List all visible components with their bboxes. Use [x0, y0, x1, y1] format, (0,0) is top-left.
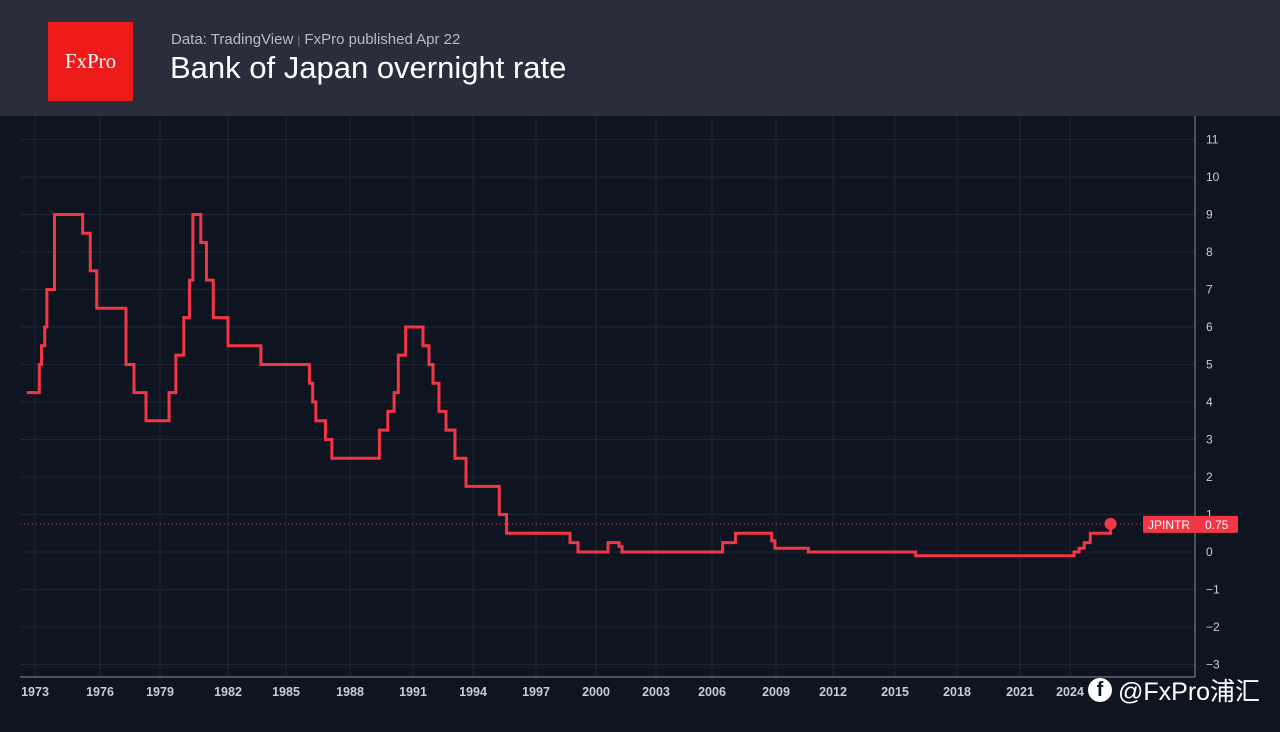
x-tick-label: 1994 [459, 685, 487, 699]
x-tick-label: 2024 [1056, 685, 1084, 699]
y-tick-label: 10 [1206, 170, 1220, 184]
x-tick-label: 2006 [698, 685, 726, 699]
fxpro-logo: FxPro [48, 22, 133, 101]
y-tick-label: 4 [1206, 395, 1213, 409]
chart-title: Bank of Japan overnight rate [170, 50, 567, 85]
separator: | [297, 33, 301, 47]
x-tick-label: 1982 [214, 685, 242, 699]
facebook-icon: f [1088, 678, 1112, 702]
rate-line [26, 213, 1113, 558]
x-tick-label: 2012 [819, 685, 847, 699]
x-tick-label: 1997 [522, 685, 550, 699]
y-tick-label: 5 [1206, 358, 1213, 372]
x-tick-label: 2003 [642, 685, 670, 699]
data-source: Data: TradingView [171, 31, 294, 48]
publisher: FxPro published Apr 22 [304, 31, 461, 48]
y-tick-label: 1 [1206, 508, 1213, 522]
y-tick-label: 9 [1206, 208, 1213, 222]
y-tick-label: 6 [1206, 320, 1213, 334]
last-point-marker [1104, 517, 1117, 530]
x-tick-label: 2021 [1006, 685, 1034, 699]
y-tick-label: 0 [1206, 545, 1213, 559]
subtitle: Data: TradingView | FxPro published Apr 22 [171, 31, 460, 48]
y-tick-label: 11 [1206, 133, 1219, 147]
x-tick-label: 1976 [86, 685, 114, 699]
y-tick-label: −2 [1206, 620, 1220, 634]
y-tick-label: −1 [1206, 583, 1220, 597]
header: FxPro Data: TradingView | FxPro published … [0, 0, 1280, 116]
x-tick-label: 1979 [146, 685, 174, 699]
y-tick-label: −3 [1206, 658, 1220, 672]
y-tick-label: 7 [1206, 283, 1213, 297]
x-tick-label: 2009 [762, 685, 790, 699]
series-name-label: JPINTR [1148, 518, 1190, 532]
last-value-label: 0.75 [1205, 518, 1229, 532]
y-tick-label: 3 [1206, 433, 1213, 447]
x-tick-label: 2015 [881, 685, 909, 699]
x-tick-label: 1985 [272, 685, 300, 699]
y-tick-label: 2 [1206, 470, 1213, 484]
x-tick-label: 1991 [399, 685, 427, 699]
y-tick-label: 8 [1206, 245, 1213, 259]
x-tick-label: 1988 [336, 685, 364, 699]
last-value-badge [1143, 515, 1238, 533]
x-tick-label: 1973 [21, 685, 49, 699]
x-tick-label: 2000 [582, 685, 610, 699]
watermark-text: @FxPro浦汇 [1118, 678, 1261, 706]
x-tick-label: 2018 [943, 685, 971, 699]
watermark: f @FxPro浦汇 [1088, 672, 1260, 708]
